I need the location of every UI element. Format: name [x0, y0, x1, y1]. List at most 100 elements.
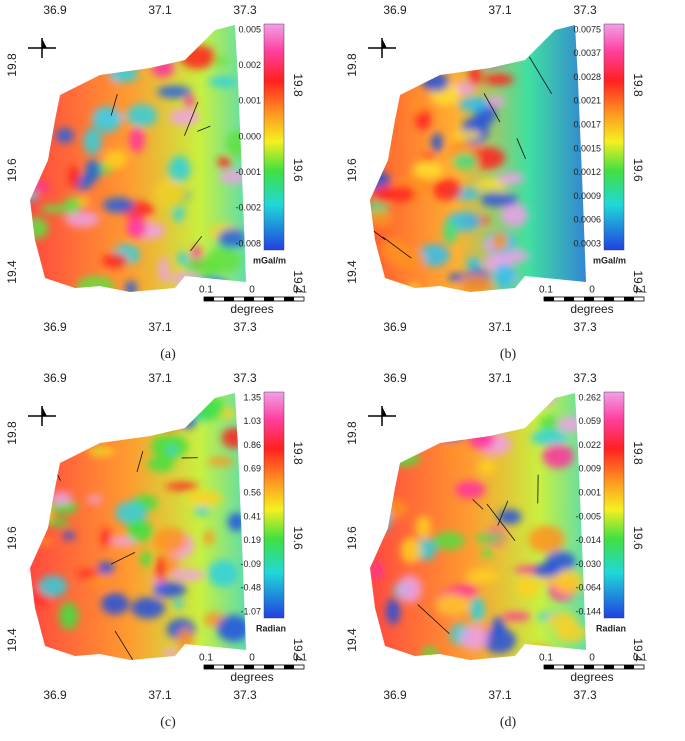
scale-unit: degrees — [230, 670, 273, 684]
anomaly — [481, 193, 518, 207]
scale-segment — [584, 297, 594, 301]
colorbar-label: 0.059 — [578, 416, 601, 426]
anomaly — [412, 98, 424, 113]
anomaly — [59, 602, 78, 630]
scale-label: 0.1 — [199, 653, 213, 664]
colorbar-label: -0.001 — [235, 167, 261, 177]
anomaly — [50, 491, 73, 505]
anomaly — [473, 48, 509, 66]
anomaly — [443, 220, 458, 244]
anomaly — [403, 408, 424, 417]
anomaly — [222, 428, 246, 449]
anomaly — [453, 131, 481, 140]
scale-segment — [584, 665, 594, 669]
anomaly — [475, 533, 505, 543]
anomaly — [502, 612, 531, 620]
scale-segment — [564, 665, 574, 669]
colorbar-label: 0.0003 — [573, 238, 601, 248]
y-tick-right: 19.6 — [631, 158, 645, 182]
x-tick-bottom: 37.1 — [488, 320, 512, 334]
y-tick-left: 19.6 — [5, 526, 19, 550]
scale-unit: degrees — [230, 302, 273, 316]
colorbar-label: -0.064 — [575, 583, 601, 593]
anomaly — [492, 232, 508, 251]
anomaly — [556, 624, 588, 642]
anomaly — [162, 649, 178, 657]
y-tick-left: 19.8 — [5, 421, 19, 445]
y-tick-right: 19.8 — [291, 441, 305, 465]
anomaly — [366, 447, 390, 470]
anomaly — [487, 96, 505, 106]
anomaly — [415, 516, 431, 539]
colorbar-label: -0.005 — [575, 511, 601, 521]
scale-segment — [264, 297, 274, 301]
x-tick-top: 37.1 — [488, 371, 512, 385]
anomaly — [388, 77, 401, 92]
colorbar-label: 0.56 — [243, 487, 261, 497]
scale-label: 0.1 — [293, 285, 307, 296]
colorbar-unit: Radian — [256, 623, 286, 633]
anomaly — [104, 150, 128, 169]
lineament — [42, 445, 60, 481]
anomaly — [76, 570, 99, 578]
y-tick-right: 19.6 — [291, 158, 305, 182]
y-tick-right: 19.8 — [291, 73, 305, 97]
anomaly — [14, 181, 50, 193]
anomaly — [497, 172, 524, 184]
anomaly — [19, 537, 55, 545]
anomaly — [359, 63, 390, 86]
colorbar — [604, 392, 624, 618]
y-tick-left: 19.8 — [345, 53, 359, 77]
anomaly — [470, 597, 485, 623]
anomaly — [87, 495, 102, 503]
anomaly — [56, 128, 74, 143]
colorbar-label: -0.008 — [235, 238, 261, 248]
anomaly — [466, 569, 499, 583]
anomaly — [170, 569, 204, 581]
north-arrow — [368, 406, 396, 426]
colorbar-label: 0.002 — [238, 60, 261, 70]
anomaly — [217, 615, 250, 642]
scale-label: 0 — [249, 653, 255, 664]
anomaly — [169, 109, 199, 125]
anomaly — [68, 165, 79, 188]
anomaly — [387, 450, 420, 466]
map — [19, 388, 260, 668]
y-tick-right: 19.8 — [631, 73, 645, 97]
anomaly — [95, 38, 115, 64]
colorbar-label: -0.002 — [235, 203, 261, 213]
anomaly — [364, 278, 380, 299]
y-tick-left: 19.4 — [5, 260, 19, 284]
map — [357, 18, 600, 300]
anomaly — [178, 413, 196, 429]
anomaly — [126, 104, 157, 127]
colorbar-label: 0.0028 — [573, 72, 601, 82]
x-tick-top: 37.1 — [488, 3, 512, 17]
anomaly — [38, 575, 67, 597]
colorbar-label: 0.0012 — [573, 167, 601, 177]
anomaly — [422, 647, 438, 660]
scale-segment — [604, 297, 614, 301]
anomaly — [491, 401, 513, 413]
colorbar-label: 0.001 — [238, 96, 261, 106]
anomaly — [459, 97, 489, 111]
scale-segment — [264, 665, 274, 669]
anomaly — [185, 95, 195, 108]
anomaly — [386, 598, 400, 624]
anomaly — [453, 153, 478, 170]
anomaly — [32, 60, 44, 70]
anomaly — [542, 444, 573, 468]
scale-segment — [224, 297, 234, 301]
y-tick-left: 19.6 — [345, 158, 359, 182]
anomaly — [467, 257, 482, 269]
colorbar-label: 0.262 — [578, 392, 601, 402]
x-tick-bottom: 36.9 — [383, 320, 407, 334]
anomaly — [431, 133, 442, 152]
anomaly — [92, 106, 121, 132]
anomaly — [432, 532, 464, 550]
caption: (a) — [160, 347, 176, 362]
y-tick-left: 19.6 — [5, 158, 19, 182]
anomaly — [101, 593, 129, 615]
anomaly — [362, 147, 388, 158]
